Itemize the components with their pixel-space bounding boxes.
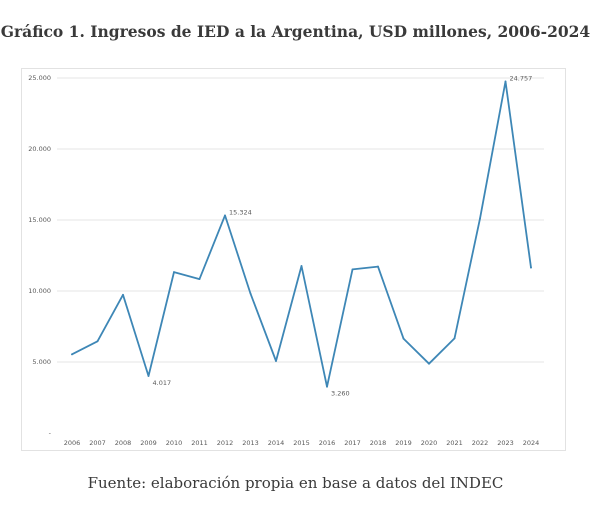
data-point (147, 375, 150, 377)
x-tick-label: 2006 (64, 439, 81, 447)
x-tick-label: 2011 (191, 439, 208, 447)
data-point (224, 214, 226, 217)
series-line (71, 80, 532, 388)
x-tick-label: 2010 (166, 439, 183, 447)
x-tick-label: 2019 (395, 439, 412, 447)
y-tick-label: 10.000 (28, 287, 51, 295)
data-point (428, 362, 430, 365)
x-tick-label: 2009 (140, 439, 157, 447)
data-point (351, 268, 354, 271)
x-tick-label: 2020 (421, 439, 438, 447)
x-tick-label: 2018 (370, 439, 387, 447)
y-tick-label: 5.000 (32, 358, 51, 366)
data-point (504, 80, 507, 83)
x-axis: 2006 2007 2008 2009 2010 2011 2012 2013 2014 2015… (64, 439, 540, 447)
data-point (122, 293, 124, 296)
data-label: 24.757 (510, 74, 533, 82)
y-tick-label: 20.000 (28, 145, 51, 153)
x-tick-label: 2024 (523, 439, 540, 447)
x-tick-label: 2015 (293, 439, 310, 447)
data-point (96, 340, 99, 343)
x-tick-label: 2016 (319, 439, 336, 447)
data-label: 3.260 (331, 390, 350, 398)
x-tick-label: 2007 (89, 439, 106, 447)
x-tick-label: 2008 (115, 439, 132, 447)
x-tick-label: 2023 (497, 439, 514, 447)
x-tick-label: 2021 (446, 439, 463, 447)
data-point (530, 266, 532, 269)
chart-title: Gráfico 1. Ingresos de IED a la Argentin… (0, 22, 591, 41)
x-tick-label: 2013 (242, 439, 259, 447)
data-point (275, 360, 277, 362)
chart-frame (21, 68, 566, 451)
data-point (300, 265, 303, 267)
data-point (453, 337, 456, 340)
x-tick-label: 2022 (472, 439, 489, 447)
data-point (198, 278, 201, 280)
data-point (71, 353, 73, 356)
data-point (326, 385, 328, 388)
data-point (479, 217, 481, 220)
y-tick-label: 25.000 (28, 74, 51, 82)
data-point (402, 337, 405, 340)
source-note: Fuente: elaboración propia en base a dat… (87, 474, 504, 492)
data-label: 15.324 (229, 208, 252, 216)
series-layer (71, 80, 532, 388)
data-label: 4.017 (153, 379, 172, 387)
x-tick-label: 2012 (217, 439, 234, 447)
data-point (377, 265, 379, 268)
x-tick-label: 2017 (344, 439, 361, 447)
data-labels: 4.017 15.324 3.260 24.757 (153, 74, 533, 397)
gridlines (57, 77, 544, 363)
y-axis: - 5.000 10.000 15.000 20.000 25.000 (28, 74, 51, 437)
y-tick-label: 15.000 (28, 216, 51, 224)
y-tick-label: - (49, 429, 52, 437)
data-point (249, 292, 252, 295)
data-point (173, 271, 175, 274)
x-tick-label: 2014 (268, 439, 285, 447)
